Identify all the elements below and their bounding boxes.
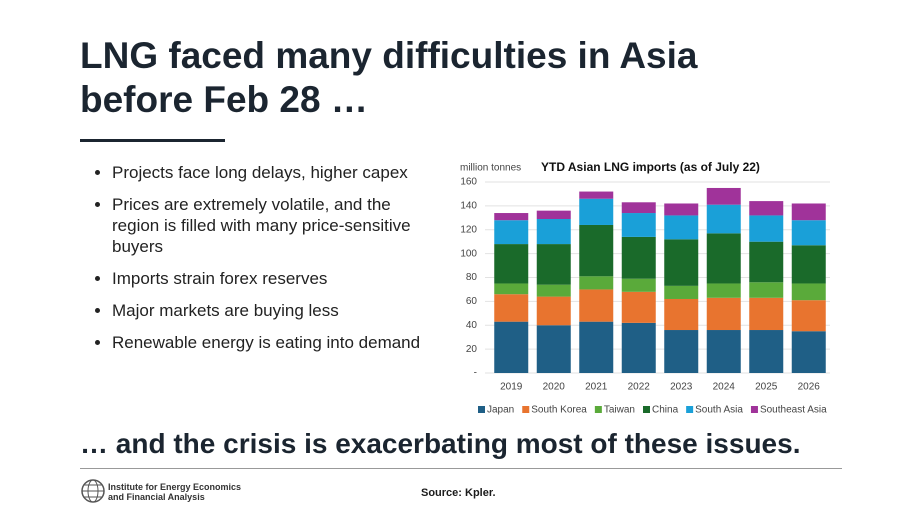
x-tick-label: 2026 xyxy=(798,382,821,393)
bar-segment xyxy=(579,224,614,277)
bar-segment xyxy=(791,220,826,246)
y-axis-label: million tonnes xyxy=(460,163,521,174)
y-tick-label: 80 xyxy=(466,272,478,283)
x-tick-label: 2022 xyxy=(628,382,651,393)
legend-label: China xyxy=(652,405,679,416)
bar-segment xyxy=(536,325,571,373)
legend-label: Taiwan xyxy=(604,405,635,416)
legend-swatch xyxy=(686,406,694,413)
y-tick-label: - xyxy=(474,368,477,379)
y-tick-label: 120 xyxy=(460,224,477,235)
legend-label: South Asia xyxy=(695,405,743,416)
divider xyxy=(80,468,842,469)
bar-segment xyxy=(706,283,741,298)
title-rule xyxy=(80,139,225,142)
x-tick-label: 2024 xyxy=(713,382,736,393)
chart: million tonnes YTD Asian LNG imports (as… xyxy=(460,160,830,416)
bar-segment xyxy=(749,201,784,216)
y-tick-label: 140 xyxy=(460,201,477,212)
y-tick-label: 160 xyxy=(460,177,477,188)
bar-segment xyxy=(749,330,784,373)
logo-text: Institute for Energy Economics and Finan… xyxy=(108,482,241,502)
source: Source: Kpler. xyxy=(421,487,496,499)
bar-segment xyxy=(494,283,529,295)
bar-segment xyxy=(536,284,571,297)
bar-segment xyxy=(791,283,826,301)
bar-segment xyxy=(706,297,741,331)
legend-swatch xyxy=(750,406,758,413)
bar-segment xyxy=(791,245,826,284)
bar-segment xyxy=(664,285,699,299)
bar-segment xyxy=(536,244,571,285)
bullet-list: Projects face long delays, higher capex … xyxy=(80,162,440,364)
x-tick-label: 2021 xyxy=(585,382,608,393)
bar-segment xyxy=(664,239,699,286)
bar-segment xyxy=(621,213,656,237)
legend-swatch xyxy=(522,406,530,413)
bar-segment xyxy=(664,298,699,331)
bar-segment xyxy=(664,330,699,373)
bar-segment xyxy=(621,278,656,292)
legend-label: South Korea xyxy=(531,405,587,416)
bar-segment xyxy=(536,296,571,326)
bar-segment xyxy=(621,322,656,373)
legend-swatch xyxy=(643,406,650,413)
logo-icon xyxy=(81,479,105,503)
bar-segment xyxy=(579,321,614,373)
bar-segment xyxy=(791,331,826,373)
legend-label: Southeast Asia xyxy=(760,405,827,416)
bullet: Major markets are buying less xyxy=(112,300,440,321)
logo-line: Institute for Energy Economics xyxy=(108,482,242,492)
bar-segment xyxy=(749,282,784,298)
title-line: before Feb 28 … xyxy=(80,79,368,120)
bar-segment xyxy=(536,219,571,245)
x-tick-label: 2019 xyxy=(500,382,523,393)
legend-label: Japan xyxy=(487,405,514,416)
bar-segment xyxy=(706,233,741,284)
bar-segment xyxy=(579,198,614,225)
bar-segment xyxy=(664,215,699,240)
bar-segment xyxy=(621,236,656,279)
bar-segment xyxy=(579,191,614,199)
y-tick-label: 20 xyxy=(466,344,478,355)
bar-segment xyxy=(621,291,656,323)
bar-segment xyxy=(579,289,614,322)
x-tick-label: 2020 xyxy=(543,382,566,393)
bar-segment xyxy=(494,294,529,322)
bar-segment xyxy=(494,220,529,245)
bar-segment xyxy=(749,297,784,331)
legend-swatch xyxy=(478,406,485,413)
legend-swatch xyxy=(594,406,602,413)
bar-segment xyxy=(494,244,529,284)
bullet: Renewable energy is eating into demand xyxy=(112,332,440,353)
bar-segment xyxy=(749,215,784,242)
x-tick-label: 2025 xyxy=(755,382,778,393)
bar-segment xyxy=(579,276,614,290)
conclusion: … and the crisis is exacerbating most of… xyxy=(80,428,801,459)
bar-segment xyxy=(706,187,741,205)
y-tick-label: 60 xyxy=(466,296,478,307)
bar-segment xyxy=(706,204,741,234)
bar-segment xyxy=(494,321,529,373)
bullet: Projects face long delays, higher capex xyxy=(112,162,440,183)
logo-line: and Financial Analysis xyxy=(108,492,205,502)
x-tick-label: 2023 xyxy=(670,382,693,393)
bullet: Prices are extremely volatile, and the r… xyxy=(112,194,440,257)
slide-title: LNG faced many difficulties in Asia befo… xyxy=(80,34,698,122)
bullet: Imports strain forex reserves xyxy=(112,268,440,289)
y-tick-label: 40 xyxy=(466,320,478,331)
bar-segment xyxy=(621,202,656,214)
y-tick-label: 100 xyxy=(460,248,477,259)
chart-title: YTD Asian LNG imports (as of July 22) xyxy=(541,160,760,174)
bar-segment xyxy=(664,203,699,216)
bar-segment xyxy=(749,241,784,283)
bar-segment xyxy=(494,213,529,221)
bar-segment xyxy=(791,203,826,221)
bar-segment xyxy=(706,330,741,373)
bar-segment xyxy=(536,210,571,220)
title-line: LNG faced many difficulties in Asia xyxy=(80,35,698,76)
bar-segment xyxy=(791,300,826,332)
